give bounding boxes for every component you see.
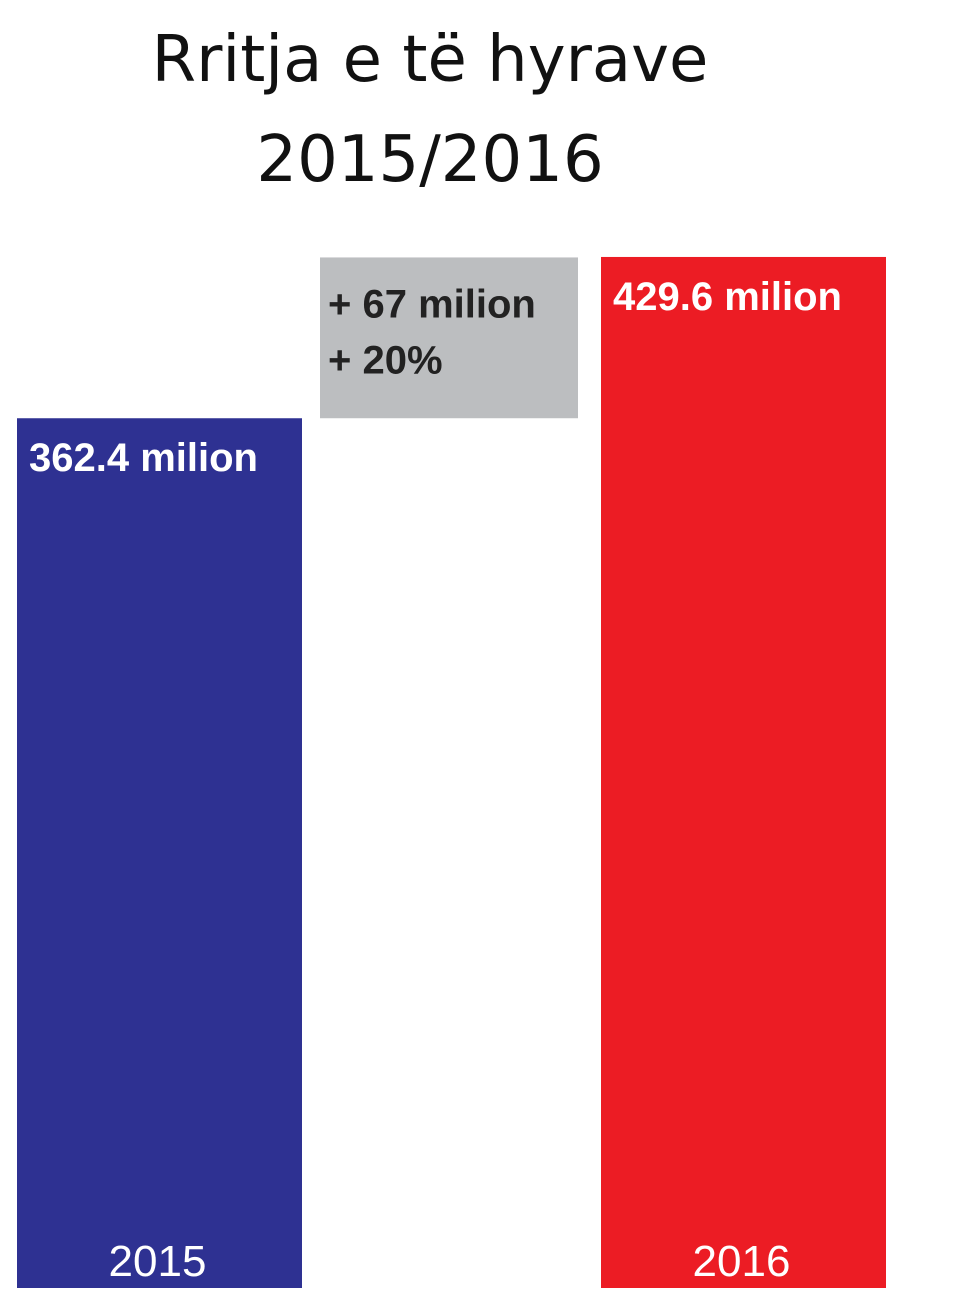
category-label-2015: 2015	[109, 1237, 207, 1286]
chart-title-line-2: 2015/2016	[256, 123, 604, 197]
difference-percent-label: + 20%	[328, 338, 443, 382]
value-label-2015: 362.4 milion	[29, 436, 258, 480]
category-label-2016: 2016	[693, 1237, 791, 1286]
value-label-2016: 429.6 milion	[613, 275, 842, 319]
difference-amount-label: + 67 milion	[328, 282, 536, 326]
difference-bar	[320, 257, 578, 419]
chart-title-line-1: Rritja e të hyrave	[151, 23, 709, 97]
bar-2015	[17, 418, 302, 1288]
bar-2016	[601, 256, 886, 1289]
